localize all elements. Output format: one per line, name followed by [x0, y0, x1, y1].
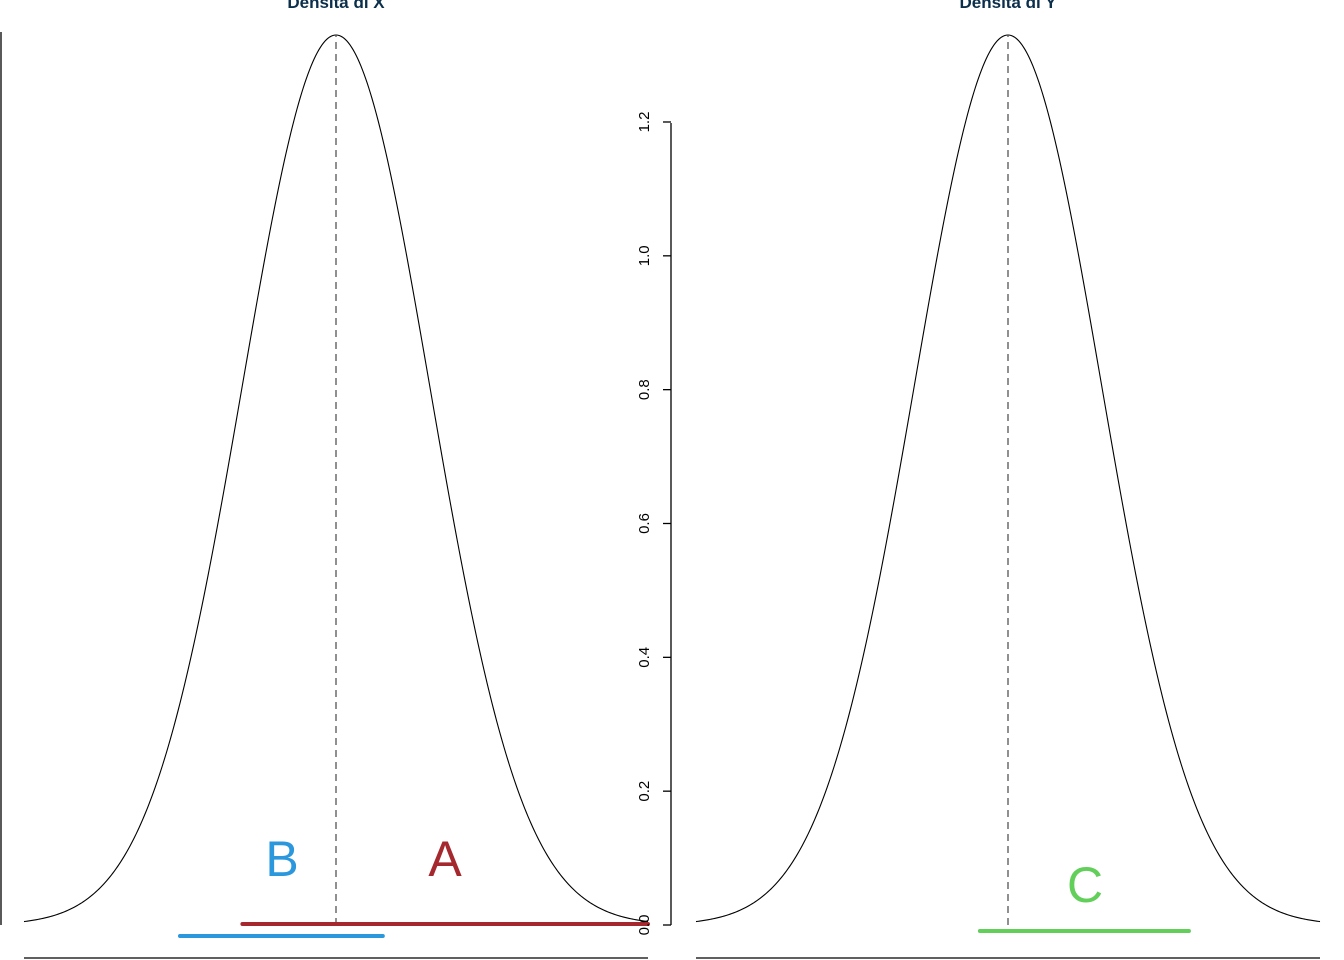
y-tick-label: 0.0 [636, 915, 653, 936]
region-a-label: A [428, 831, 462, 887]
panel-y: Densità di Y 0.0 0.2 0.4 0.6 0.8 1.0 1.2 C [636, 0, 1321, 959]
region-b-label: B [265, 831, 298, 887]
y-ticks: 0.0 0.2 0.4 0.6 0.8 1.0 1.2 [636, 112, 671, 936]
chart-title-y: Densità di Y [960, 0, 1058, 12]
y-tick-label: 0.8 [636, 379, 653, 400]
panel-x: Densità di X A B [0, 0, 650, 959]
y-tick-label: 0.4 [636, 647, 653, 668]
y-tick-label: 1.2 [636, 112, 653, 133]
y-tick-label: 0.2 [636, 781, 653, 802]
region-c-label: C [1067, 857, 1103, 913]
chart-title-x: Densità di X [287, 0, 385, 12]
y-tick-label: 1.0 [636, 245, 653, 266]
y-tick-label: 0.6 [636, 513, 653, 534]
y-axis: 0.0 0.2 0.4 0.6 0.8 1.0 1.2 [636, 112, 672, 936]
